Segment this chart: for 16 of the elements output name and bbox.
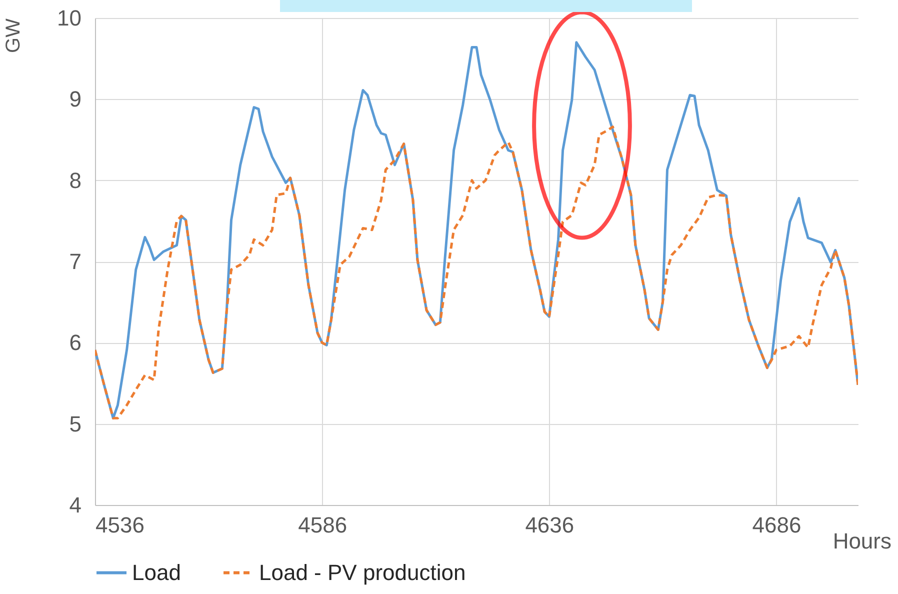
x-tick-label: 4686 bbox=[752, 512, 802, 538]
y-tick-label: 6 bbox=[69, 330, 82, 356]
y-tick-label: 10 bbox=[57, 6, 82, 30]
y-tick-label: 9 bbox=[69, 86, 82, 112]
y-axis-title: GW bbox=[2, 18, 24, 53]
y-tick-label: 4 bbox=[69, 492, 82, 518]
y-tick-label: 5 bbox=[69, 411, 82, 436]
x-axis-title: Hours bbox=[832, 528, 892, 554]
x-tick-label: 4536 bbox=[96, 512, 144, 538]
y-tick-label: 7 bbox=[69, 249, 82, 274]
y-tick-label: 8 bbox=[69, 168, 82, 193]
x-tick-label: 4636 bbox=[525, 512, 574, 538]
legend-label: Load - PV production bbox=[259, 560, 466, 585]
legend-label: Load bbox=[132, 560, 181, 585]
x-tick-label: 4586 bbox=[298, 512, 348, 538]
line-series bbox=[95, 126, 858, 420]
